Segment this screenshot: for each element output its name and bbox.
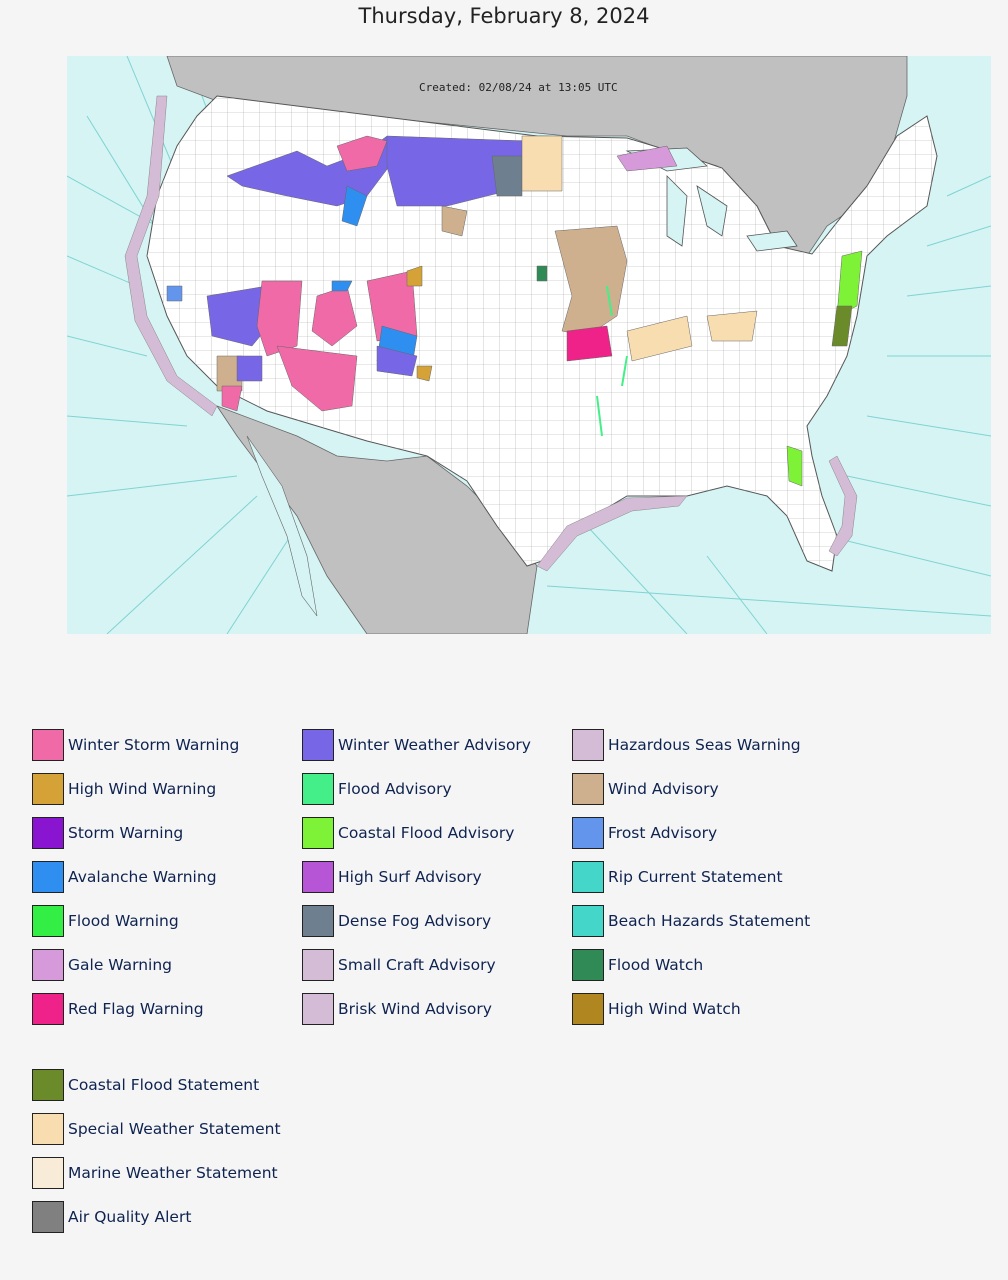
legend-item-avalanche-warning: Avalanche Warning: [32, 860, 302, 894]
legend-swatch: [572, 773, 604, 805]
legend-item-dense-fog-advisory: Dense Fog Advisory: [302, 904, 572, 938]
legend-label: Special Weather Statement: [68, 1120, 281, 1138]
marine-zone-lines: [67, 56, 991, 634]
legend-swatch: [302, 905, 334, 937]
legend-swatch: [32, 1113, 64, 1145]
legend-swatch: [572, 817, 604, 849]
legend-item-air-quality-alert: Air Quality Alert: [32, 1200, 332, 1234]
legend-item-red-flag-warning: Red Flag Warning: [32, 992, 302, 1026]
legend-swatch: [572, 729, 604, 761]
legend-label: High Wind Watch: [608, 1000, 741, 1018]
legend-label: Marine Weather Statement: [68, 1164, 278, 1182]
legend: Winter Storm Warning Winter Weather Advis…: [32, 728, 992, 1234]
legend-label: Wind Advisory: [608, 780, 719, 798]
legend-swatch: [32, 905, 64, 937]
legend-label: Beach Hazards Statement: [608, 912, 811, 930]
legend-swatch: [302, 861, 334, 893]
legend-swatch: [572, 905, 604, 937]
legend-item-coastal-flood-statement: Coastal Flood Statement: [32, 1068, 332, 1102]
legend-label: High Surf Advisory: [338, 868, 482, 886]
alert-areas: [166, 135, 863, 487]
legend-swatch: [32, 949, 64, 981]
legend-swatch: [32, 861, 64, 893]
legend-item-coastal-flood-advisory: Coastal Flood Advisory: [302, 816, 572, 850]
legend-swatch: [32, 817, 64, 849]
legend-item-winter-weather-advisory: Winter Weather Advisory: [302, 728, 572, 762]
legend-label: Coastal Flood Advisory: [338, 824, 515, 842]
legend-item-flood-watch: Flood Watch: [572, 948, 842, 982]
legend-item-marine-weather-statement: Marine Weather Statement: [32, 1156, 332, 1190]
legend-item-flood-advisory: Flood Advisory: [302, 772, 572, 806]
legend-swatch: [302, 993, 334, 1025]
page-title: Thursday, February 8, 2024: [358, 4, 650, 28]
legend-swatch: [32, 1157, 64, 1189]
map-created-stamp: Created: 02/08/24 at 13:05 UTC: [419, 81, 618, 94]
legend-label: Red Flag Warning: [68, 1000, 204, 1018]
legend-swatch: [302, 817, 334, 849]
legend-grid: Winter Storm Warning Winter Weather Advis…: [32, 728, 992, 1026]
legend-swatch: [572, 949, 604, 981]
legend-label: Small Craft Advisory: [338, 956, 496, 974]
legend-swatch: [32, 1069, 64, 1101]
legend-label: Gale Warning: [68, 956, 173, 974]
legend-item-high-wind-warning: High Wind Warning: [32, 772, 302, 806]
legend-item-high-wind-watch: High Wind Watch: [572, 992, 842, 1026]
legend-swatch: [32, 1201, 64, 1233]
legend-item-hazardous-seas-warning: Hazardous Seas Warning: [572, 728, 842, 762]
legend-item-high-surf-advisory: High Surf Advisory: [302, 860, 572, 894]
legend-swatch: [32, 773, 64, 805]
legend-label: Coastal Flood Statement: [68, 1076, 260, 1094]
legend-swatch: [32, 729, 64, 761]
legend-item-frost-advisory: Frost Advisory: [572, 816, 842, 850]
legend-item-gale-warning: Gale Warning: [32, 948, 302, 982]
map-canvas: Created: 02/08/24 at 13:05 UTC: [67, 56, 991, 634]
legend-label: Flood Watch: [608, 956, 704, 974]
legend-swatch: [572, 861, 604, 893]
legend-label: Winter Weather Advisory: [338, 736, 531, 754]
legend-label: Brisk Wind Advisory: [338, 1000, 492, 1018]
legend-label: High Wind Warning: [68, 780, 217, 798]
legend-label: Flood Advisory: [338, 780, 452, 798]
legend-label: Avalanche Warning: [68, 868, 217, 886]
legend-label: Storm Warning: [68, 824, 184, 842]
legend-label: Rip Current Statement: [608, 868, 783, 886]
weather-alert-map[interactable]: Created: 02/08/24 at 13:05 UTC: [67, 56, 991, 634]
legend-swatch: [302, 949, 334, 981]
legend-label: Winter Storm Warning: [68, 736, 240, 754]
legend-label: Dense Fog Advisory: [338, 912, 492, 930]
legend-label: Air Quality Alert: [68, 1208, 192, 1226]
legend-label: Flood Warning: [68, 912, 179, 930]
legend-swatch: [572, 993, 604, 1025]
legend-item-storm-warning: Storm Warning: [32, 816, 302, 850]
legend-item-rip-current-statement: Rip Current Statement: [572, 860, 842, 894]
legend-item-brisk-wind-advisory: Brisk Wind Advisory: [302, 992, 572, 1026]
legend-label: Hazardous Seas Warning: [608, 736, 801, 754]
legend-label: Frost Advisory: [608, 824, 718, 842]
legend-item-beach-hazards-statement: Beach Hazards Statement: [572, 904, 842, 938]
legend-item-wind-advisory: Wind Advisory: [572, 772, 842, 806]
legend-swatch: [302, 773, 334, 805]
legend-item-special-weather-statement: Special Weather Statement: [32, 1112, 332, 1146]
legend-item-winter-storm-warning: Winter Storm Warning: [32, 728, 302, 762]
legend-swatch: [32, 993, 64, 1025]
legend-item-small-craft-advisory: Small Craft Advisory: [302, 948, 572, 982]
legend-grid-extra: Coastal Flood Statement Special Weather S…: [32, 1068, 992, 1234]
legend-swatch: [302, 729, 334, 761]
legend-item-flood-warning: Flood Warning: [32, 904, 302, 938]
great-lakes: [625, 147, 798, 252]
